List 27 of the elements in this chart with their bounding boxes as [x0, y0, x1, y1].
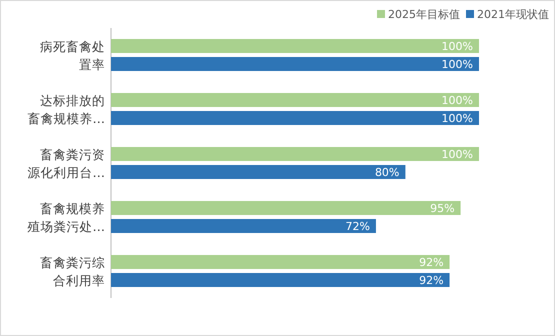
- y-tick-label: 畜禽粪污综合利用率: [40, 255, 105, 288]
- legend-label: 2021年现状值: [477, 8, 549, 21]
- legend-label: 2025年目标值: [388, 8, 460, 21]
- data-label: 92%: [419, 274, 444, 287]
- bar: [111, 57, 479, 71]
- data-label: 72%: [346, 220, 370, 233]
- data-label: 100%: [442, 148, 473, 161]
- data-label: 92%: [419, 256, 444, 269]
- y-tick-label: 畜禽规模养殖场粪污处…: [28, 201, 105, 234]
- bar: [111, 165, 406, 179]
- bar: [111, 93, 479, 107]
- y-tick-label: 病死畜禽处置率: [40, 39, 105, 72]
- data-label: 100%: [442, 112, 473, 125]
- data-label: 80%: [374, 166, 400, 179]
- data-label: 100%: [442, 58, 473, 71]
- bar: [111, 219, 376, 233]
- bar: [111, 39, 479, 53]
- y-tick-label: 畜禽粪污资源化利用台…: [28, 147, 105, 180]
- bar: [111, 201, 461, 215]
- bar: [111, 111, 479, 125]
- data-label: 100%: [442, 40, 473, 53]
- y-tick-label: 达标排放的畜禽规模养…: [28, 93, 105, 126]
- bar: [111, 147, 479, 161]
- bar: [111, 255, 450, 269]
- bar: [111, 273, 450, 287]
- data-label: 95%: [430, 202, 455, 215]
- data-label: 100%: [442, 94, 473, 107]
